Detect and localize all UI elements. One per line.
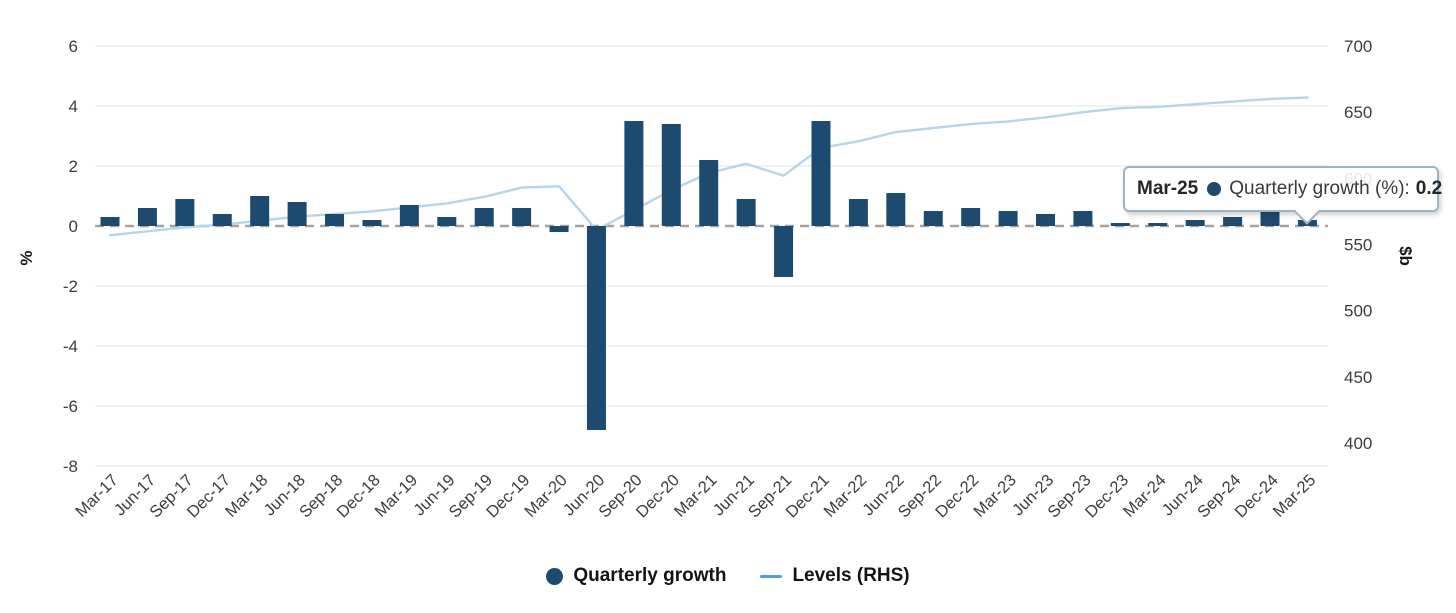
quarterly-growth-bar[interactable] [325,214,345,226]
left-axis-tick-label: 6 [69,37,78,56]
quarterly-growth-bar[interactable] [774,226,794,277]
left-axis-tick-label: -2 [63,277,78,296]
quarterly-growth-bar[interactable] [811,121,831,226]
x-axis-label: Mar-20 [521,471,571,521]
quarterly-growth-bar[interactable] [287,202,307,226]
quarterly-growth-bar[interactable] [624,121,644,226]
left-axis-tick-label: 0 [69,217,78,236]
quarterly-growth-bar[interactable] [212,214,232,226]
right-axis-tick-label: 400 [1344,434,1372,453]
quarterly-growth-bar[interactable] [399,205,419,226]
legend-item-quarterly-growth[interactable]: Quarterly growth [546,565,726,587]
quarterly-growth-bar[interactable] [1036,214,1055,226]
right-axis-tick-label: 450 [1344,368,1372,387]
legend-label-quarterly-growth: Quarterly growth [573,565,727,586]
quarterly-growth-bar[interactable] [1185,220,1205,226]
quarterly-growth-bar[interactable] [923,211,943,226]
legend-label-levels: Levels (RHS) [792,565,910,586]
quarterly-growth-bar[interactable] [961,208,981,226]
quarterly-growth-bar[interactable] [474,208,494,226]
quarterly-growth-bar[interactable] [1223,217,1243,226]
quarterly-growth-bar[interactable] [886,193,906,226]
quarterly-growth-bar[interactable] [661,124,681,226]
quarterly-growth-bar[interactable] [137,208,157,226]
left-axis-tick-label: 2 [69,157,78,176]
legend-item-levels[interactable]: Levels (RHS) [760,565,910,587]
right-axis-title: $b [1396,246,1415,266]
x-axis-label: Mar-23 [970,471,1020,521]
tooltip-series-label: Quarterly growth (%): [1229,178,1410,199]
quarterly-growth-bar[interactable] [100,217,120,226]
quarterly-growth-bar[interactable] [549,226,569,232]
left-axis-tick-label: -6 [63,397,78,416]
quarterly-growth-bar[interactable] [1073,211,1093,226]
quarterly-growth-bar[interactable] [250,196,270,226]
quarterly-growth-bar[interactable] [437,217,457,226]
quarterly-growth-bar[interactable] [1260,211,1280,226]
right-axis-tick-label: 650 [1344,103,1372,122]
line-series-dash-icon [760,574,783,578]
right-axis-tick-label: 500 [1344,302,1372,321]
chart-plot-area: 6420-2-4-6-8%700650600550500450400$bMar-… [17,37,1415,521]
chart-tooltip: Mar-25 Quarterly growth (%): 0.2 [1123,166,1443,212]
left-axis-tick-label: -4 [63,337,78,356]
quarterly-growth-bar[interactable] [512,208,532,226]
quarterly-growth-bar[interactable] [848,199,868,226]
x-axis-label: Mar-21 [671,471,721,521]
left-axis-tick-label: 4 [69,97,78,116]
quarterly-growth-bar[interactable] [736,199,756,226]
x-axis-label: Mar-17 [72,471,122,521]
quarterly-growth-bar[interactable] [362,220,382,226]
right-axis-tick-label: 550 [1344,236,1372,255]
x-axis-label: Mar-19 [372,471,422,521]
left-axis-tick-label: -8 [63,457,78,476]
series-dot-icon [1207,182,1222,196]
quarterly-growth-bar[interactable] [175,199,195,226]
x-axis-label: Mar-22 [821,471,871,521]
quarterly-growth-bar[interactable] [699,160,719,226]
quarterly-growth-bar[interactable] [1148,223,1168,226]
x-axis-label: Mar-25 [1270,471,1320,521]
right-axis-tick-label: 700 [1344,37,1372,56]
quarterly-growth-bar[interactable] [1110,223,1130,226]
quarterly-growth-bar[interactable] [998,211,1018,226]
chart-legend: Quarterly growth Levels (RHS) [0,556,1456,596]
x-axis-label: Mar-24 [1120,471,1170,521]
tooltip-value: 0.2 [1415,178,1443,199]
left-axis-title: % [17,250,36,265]
x-axis-label: Mar-18 [222,471,272,521]
quarterly-growth-bar[interactable] [586,226,606,430]
tooltip-date: Mar-25 [1137,178,1199,199]
bar-series-dot-icon [546,567,564,585]
